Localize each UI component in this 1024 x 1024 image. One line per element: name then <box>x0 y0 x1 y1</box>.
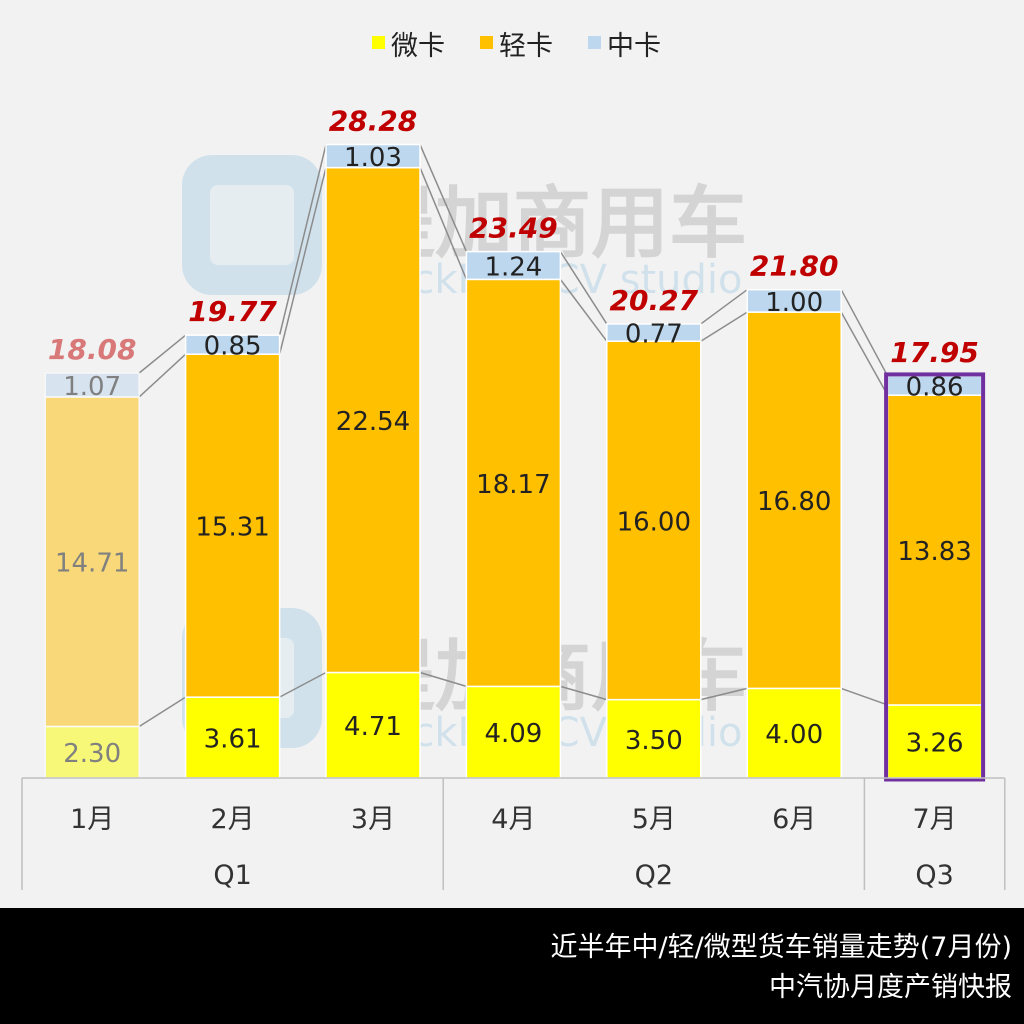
value-label: 1.03 <box>344 143 402 173</box>
value-label: 1.07 <box>63 372 121 402</box>
bar-segment <box>465 278 562 688</box>
bar-segment <box>606 340 702 701</box>
series-line <box>278 144 327 336</box>
legend-swatch <box>480 36 493 49</box>
value-label: 1.24 <box>484 252 542 282</box>
x-tick-label: 3月 <box>351 804 395 835</box>
series-line <box>278 167 327 355</box>
series-line <box>138 696 187 728</box>
category-axis: 1月 2月 3月 4月 5月 6月 7月 Q1 Q2 Q3 <box>21 777 1006 891</box>
value-label: 15.31 <box>195 513 269 543</box>
value-label: 14.71 <box>55 549 129 579</box>
watermark-logo-icon <box>182 155 322 295</box>
x-tick-label: 2月 <box>211 804 255 835</box>
value-label: 4.00 <box>765 720 823 750</box>
legend-swatch <box>372 36 385 49</box>
series-line <box>700 311 748 342</box>
bar-segment <box>44 372 140 398</box>
series-line <box>559 251 608 325</box>
x-tick-label: 6月 <box>772 804 816 835</box>
quarter-label: Q3 <box>915 860 953 891</box>
series-line <box>419 671 467 688</box>
value-label: 3.61 <box>204 725 262 755</box>
bar-segment <box>325 143 421 169</box>
series-line <box>560 685 608 701</box>
x-tick-label: 1月 <box>70 804 114 835</box>
bar-segment <box>606 323 702 342</box>
value-label: 16.80 <box>757 487 831 517</box>
series-line <box>559 278 608 342</box>
highlight-frame <box>884 372 986 782</box>
bar-segment <box>886 704 983 779</box>
value-label: 0.77 <box>625 320 683 350</box>
watermark-logo-inner-icon <box>210 185 294 265</box>
total-labels: 18.08 19.77 28.28 23.49 20.27 21.80 17.95 <box>48 105 979 369</box>
quarter-label: Q2 <box>635 860 673 891</box>
legend: 微卡 轻卡 中卡 <box>372 31 661 62</box>
legend-swatch <box>588 36 601 49</box>
footer-source: 中汽协月度产销快报 <box>769 972 1012 1003</box>
legend-label: 中卡 <box>607 31 661 62</box>
legend-label: 微卡 <box>391 31 445 62</box>
series-line <box>700 289 748 325</box>
value-label: 13.83 <box>897 537 971 567</box>
total-label: 23.49 <box>469 212 558 245</box>
value-label: 22.54 <box>336 407 410 437</box>
total-label: 21.80 <box>750 250 839 283</box>
legend-label: 轻卡 <box>499 31 553 62</box>
series-line <box>279 671 327 698</box>
value-labels: 2.30 14.71 1.07 3.61 15.31 0.85 4.71 22.54 1.03 4… <box>55 143 972 769</box>
series-line <box>138 353 187 398</box>
value-label: 3.26 <box>906 728 964 758</box>
bar-segments <box>44 143 986 782</box>
value-label: 16.00 <box>617 507 691 537</box>
series-line <box>840 687 888 706</box>
x-tick-label: 7月 <box>913 804 957 835</box>
connector-lines <box>138 144 889 728</box>
footer-band <box>0 908 1024 1024</box>
series-line <box>419 167 468 280</box>
total-label: 17.95 <box>890 336 979 369</box>
bar-segment <box>184 353 281 698</box>
bar-segment <box>184 334 281 355</box>
x-tick-label: 4月 <box>491 804 535 835</box>
value-label: 0.86 <box>906 373 964 403</box>
x-tick-label: 5月 <box>632 804 676 835</box>
footer-title: 近半年中/轻/微型货车销量走势(7月份) <box>550 932 1012 963</box>
series-line <box>700 687 748 701</box>
total-label: 19.77 <box>188 295 277 328</box>
bar-segment <box>746 311 842 690</box>
bar-segment <box>465 685 562 779</box>
series-line <box>840 289 889 377</box>
total-label: 28.28 <box>329 105 418 138</box>
value-label: 0.85 <box>204 332 262 362</box>
value-label: 3.50 <box>625 726 683 756</box>
value-label: 18.17 <box>476 470 550 500</box>
series-line <box>840 311 889 396</box>
bar-segment <box>465 250 562 281</box>
total-label: 18.08 <box>48 333 137 366</box>
value-label: 4.71 <box>344 712 402 742</box>
bar-segment <box>886 394 983 706</box>
quarter-label: Q1 <box>213 860 251 891</box>
value-label: 1.00 <box>765 288 823 318</box>
value-label: 4.09 <box>484 719 542 749</box>
total-label: 20.27 <box>610 284 699 317</box>
bar-segment <box>746 288 842 313</box>
series-line <box>138 334 187 374</box>
bar-segment <box>606 698 702 779</box>
value-label: 2.30 <box>63 739 121 769</box>
series-line <box>419 144 468 252</box>
